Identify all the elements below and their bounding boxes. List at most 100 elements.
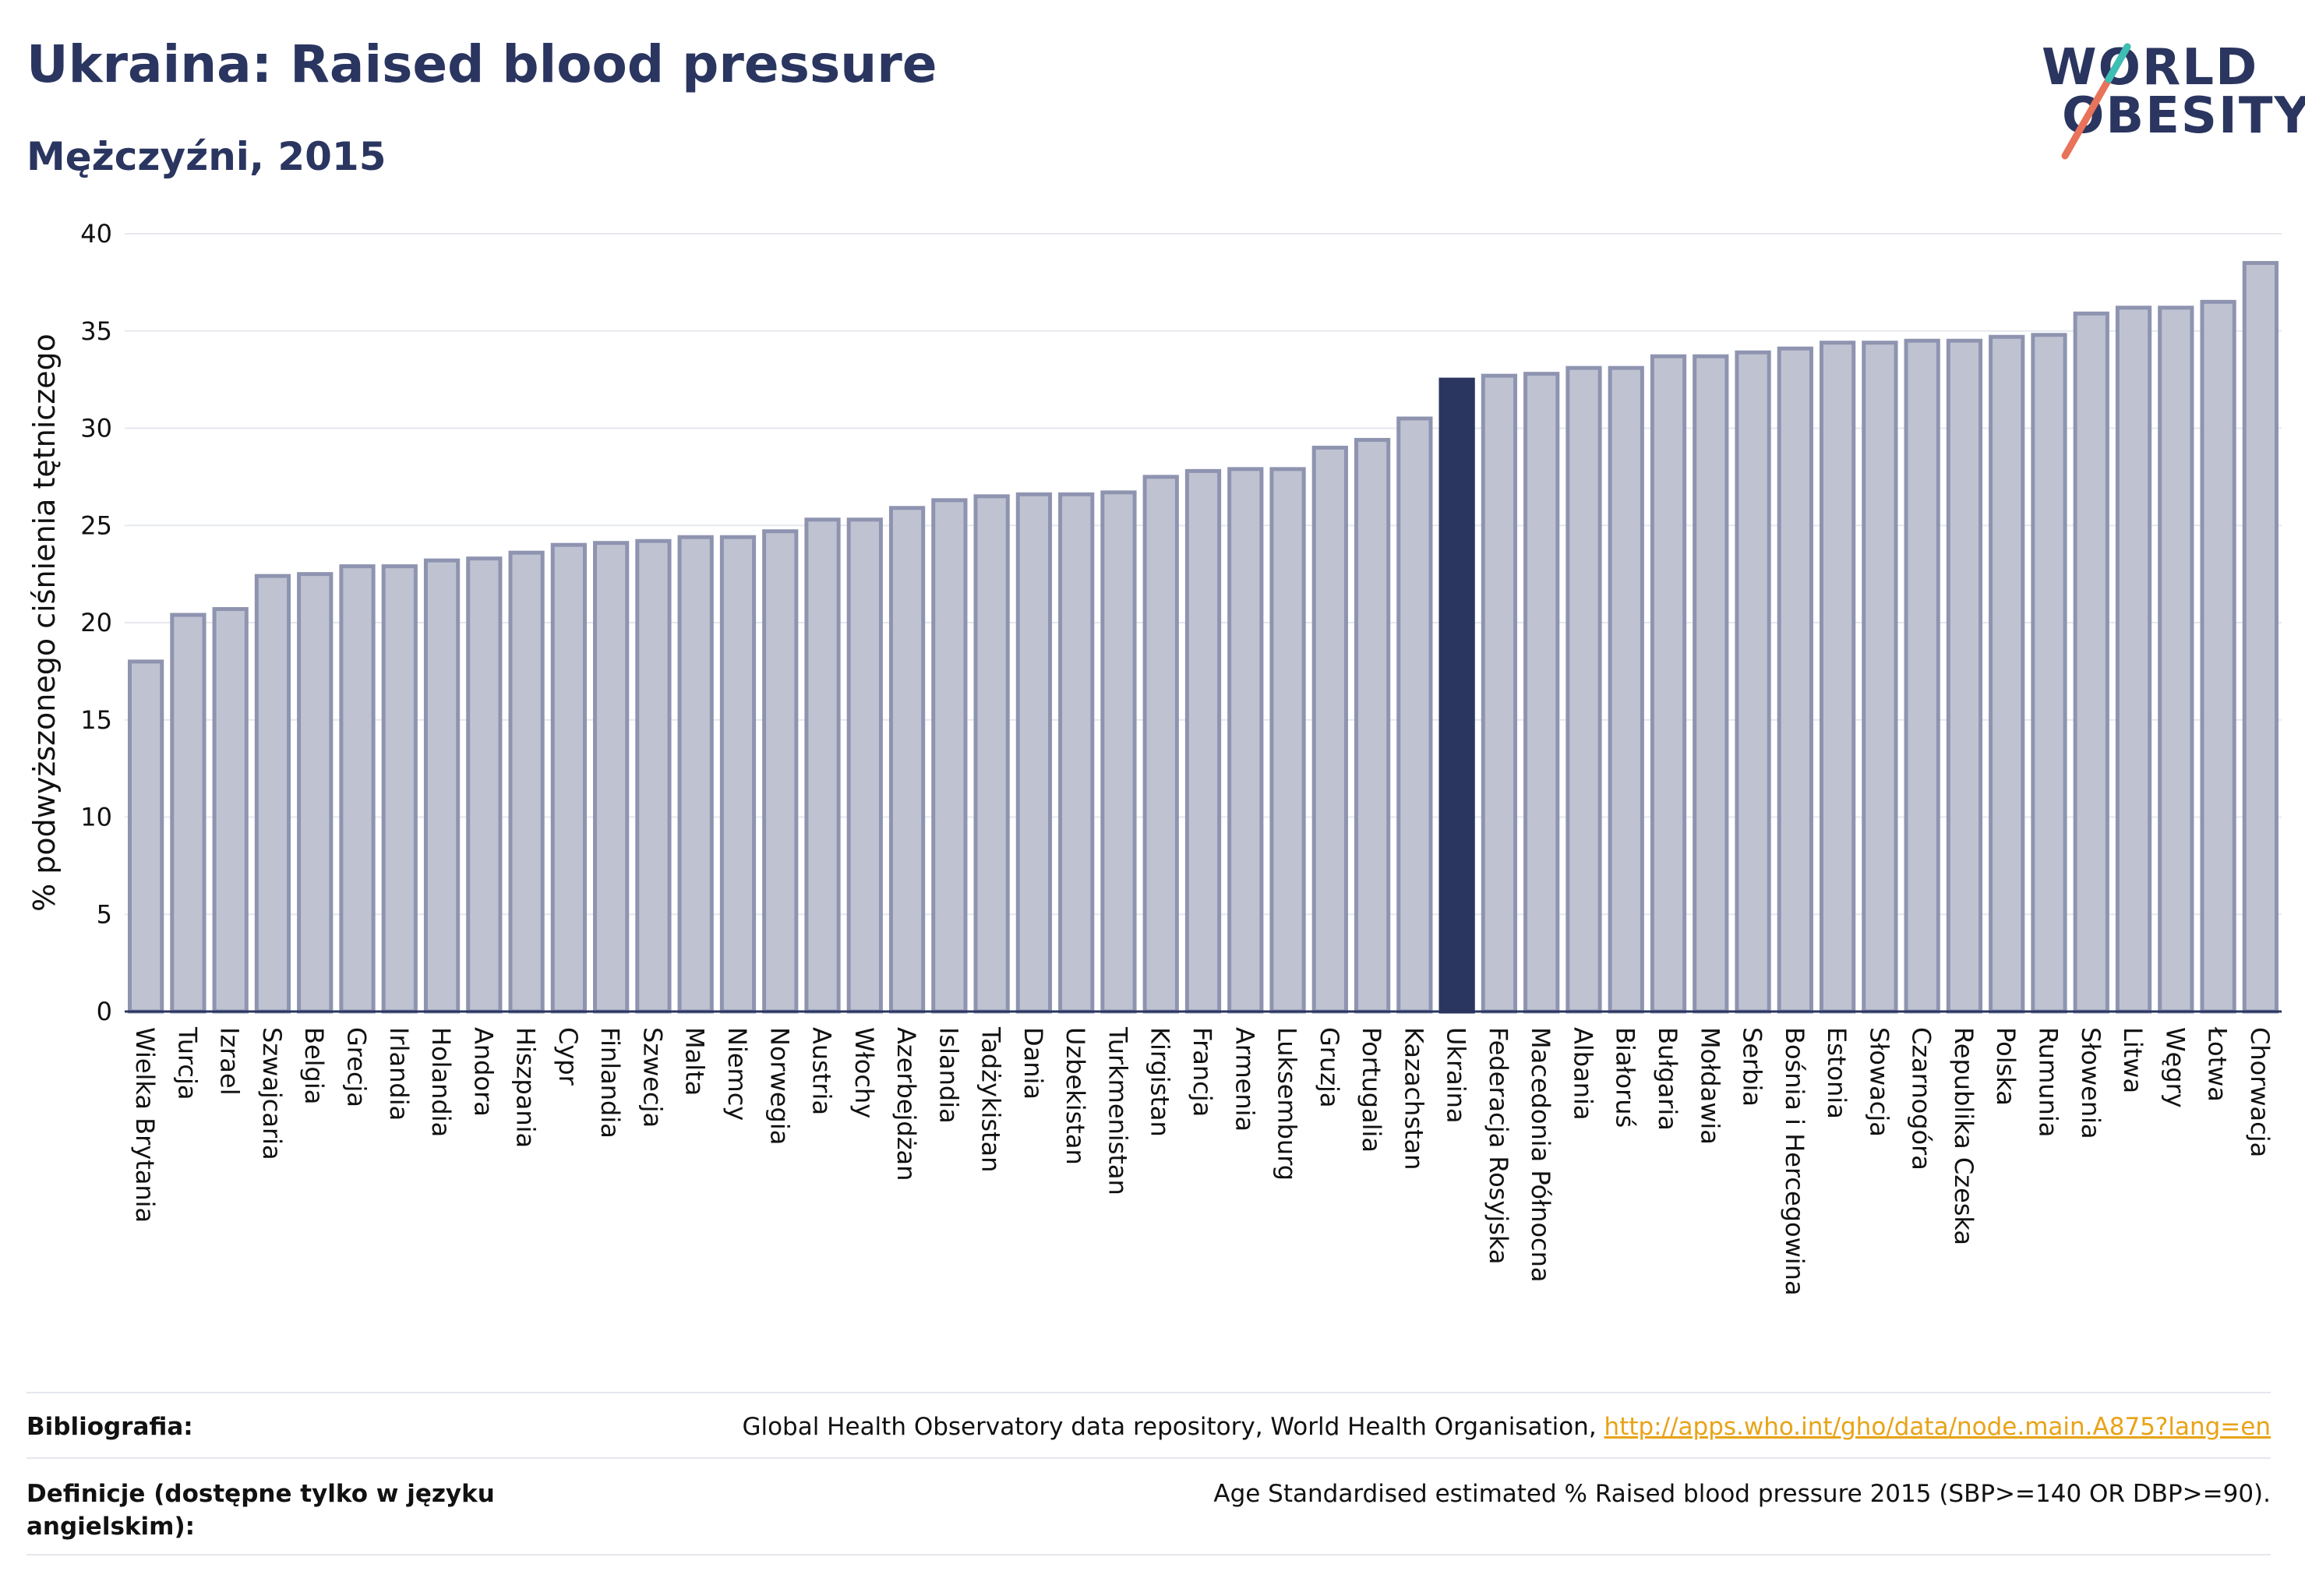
bar xyxy=(1989,334,2025,1014)
bar xyxy=(1100,490,1137,1014)
x-tick-label: Portugalia xyxy=(1357,1027,1386,1153)
x-tick-label: Kazachstan xyxy=(1399,1027,1428,1170)
x-tick-label: Węgry xyxy=(2160,1027,2190,1108)
bar xyxy=(339,564,376,1014)
bar xyxy=(973,494,1010,1014)
x-tick-label: Malta xyxy=(680,1027,710,1096)
y-tick-label: 20 xyxy=(80,608,112,637)
bar xyxy=(1946,338,1983,1014)
bar xyxy=(1311,445,1348,1014)
bar xyxy=(128,659,164,1014)
x-tick-label: Serbia xyxy=(1738,1027,1767,1107)
bar xyxy=(1608,365,1644,1014)
footer-divider xyxy=(26,1554,2271,1555)
x-tick-label: Finlandia xyxy=(595,1027,625,1139)
x-tick-label: Słowacja xyxy=(1864,1027,1894,1137)
bar xyxy=(170,613,206,1014)
bar xyxy=(1396,416,1433,1014)
y-tick-label: 40 xyxy=(80,219,112,249)
bar xyxy=(1481,373,1518,1014)
y-tick-label: 15 xyxy=(80,705,112,735)
chart-title: Ukraina: Raised blood pressure xyxy=(26,34,937,94)
chart-subtitle: Mężczyźni, 2015 xyxy=(26,134,387,179)
bar xyxy=(931,498,968,1014)
bar xyxy=(1565,365,1602,1014)
bibliography-text: Global Health Observatory data repositor… xyxy=(742,1413,1597,1441)
bar xyxy=(381,564,418,1014)
bar xyxy=(423,558,461,1014)
x-tick-label: Luksemburg xyxy=(1273,1027,1302,1181)
x-tick-label: Izrael xyxy=(215,1027,245,1096)
bar xyxy=(804,517,841,1014)
bar xyxy=(550,542,588,1014)
bar xyxy=(1184,468,1222,1014)
y-axis-label: % podwyższonego ciśnienia tętniczego xyxy=(27,334,62,912)
x-tick-label: Mołdawia xyxy=(1695,1027,1724,1145)
x-tick-label: Niemcy xyxy=(722,1027,752,1121)
x-tick-label: Norwegia xyxy=(764,1027,794,1145)
x-tick-label: Hiszpania xyxy=(511,1027,541,1148)
bar xyxy=(1523,372,1560,1014)
x-tick-label: Azerbejdżan xyxy=(891,1027,921,1181)
x-tick-label: Szwecja xyxy=(637,1027,667,1128)
x-tick-label: Federacja Rosyjska xyxy=(1484,1027,1513,1265)
x-tick-label: Macedonia Północna xyxy=(1526,1027,1555,1283)
bar xyxy=(1777,346,1813,1014)
footer-divider xyxy=(26,1457,2271,1459)
x-tick-label: Bułgaria xyxy=(1653,1027,1682,1131)
x-tick-label: Belgia xyxy=(299,1027,329,1104)
bar xyxy=(1438,377,1475,1014)
x-tick-label: Albania xyxy=(1568,1027,1597,1120)
bar xyxy=(466,556,503,1014)
footer-divider xyxy=(26,1392,2271,1393)
x-tick-label: Słowenia xyxy=(2076,1027,2106,1139)
x-tick-label: Ukraina xyxy=(1442,1027,1471,1124)
bar xyxy=(297,572,334,1014)
bar xyxy=(1735,350,1771,1014)
bibliography-label: Bibliografia: xyxy=(26,1413,193,1441)
x-tick-label: Gruzja xyxy=(1315,1027,1344,1108)
x-tick-label: Andora xyxy=(468,1027,498,1117)
y-tick-label: 30 xyxy=(80,414,112,443)
bar xyxy=(212,607,249,1014)
x-tick-label: Kirgistan xyxy=(1145,1027,1175,1137)
x-tick-label: Francja xyxy=(1188,1027,1217,1117)
x-tick-label: Szwajcaria xyxy=(257,1027,287,1160)
y-tick-label: 10 xyxy=(80,803,112,832)
bibliography-value: Global Health Observatory data repositor… xyxy=(742,1411,2271,1443)
bar xyxy=(2158,305,2194,1014)
bar xyxy=(1015,492,1053,1014)
x-tick-label: Łotwa xyxy=(2203,1026,2233,1102)
logo-line-1: WORLD xyxy=(2042,39,2259,97)
bar xyxy=(719,535,757,1014)
x-tick-label: Irlandia xyxy=(384,1027,414,1121)
x-tick-label: Polska xyxy=(1991,1027,2021,1106)
bibliography-link[interactable]: http://apps.who.int/gho/data/node.main.A… xyxy=(1604,1413,2271,1441)
x-tick-label: Turcja xyxy=(172,1026,202,1100)
x-tick-label: Chorwacja xyxy=(2245,1027,2275,1157)
bar xyxy=(508,550,545,1014)
bar xyxy=(846,517,883,1014)
x-tick-label: Republika Czeska xyxy=(1949,1027,1978,1245)
bar xyxy=(2115,305,2152,1014)
y-tick-label: 5 xyxy=(97,899,112,929)
bar xyxy=(254,574,291,1014)
bar xyxy=(1227,467,1264,1014)
bar xyxy=(1650,354,1687,1014)
x-tick-label: Wielka Brytania xyxy=(130,1027,160,1223)
bar xyxy=(593,541,630,1014)
bar xyxy=(1354,437,1391,1014)
x-tick-label: Austria xyxy=(807,1027,837,1115)
x-tick-label: Włochy xyxy=(849,1027,879,1118)
logo-slash-icon xyxy=(2061,43,2131,160)
x-tick-label: Dania xyxy=(1018,1027,1048,1100)
bar xyxy=(2242,260,2279,1014)
y-tick-label: 0 xyxy=(97,997,112,1026)
bar-chart: 0 5 10 15 20 25 30 35 40 % podwyższonego ciśnieni… xyxy=(27,219,2282,1296)
world-obesity-logo: WORLD OBESITY xyxy=(2034,31,2305,171)
x-tick-label: Grecja xyxy=(342,1027,372,1107)
x-tick-label: Armenia xyxy=(1230,1027,1259,1132)
bar xyxy=(1819,341,1856,1014)
definitions-label: Definicje (dostępne tylko w języku angie… xyxy=(26,1480,495,1541)
bar xyxy=(1142,475,1179,1014)
